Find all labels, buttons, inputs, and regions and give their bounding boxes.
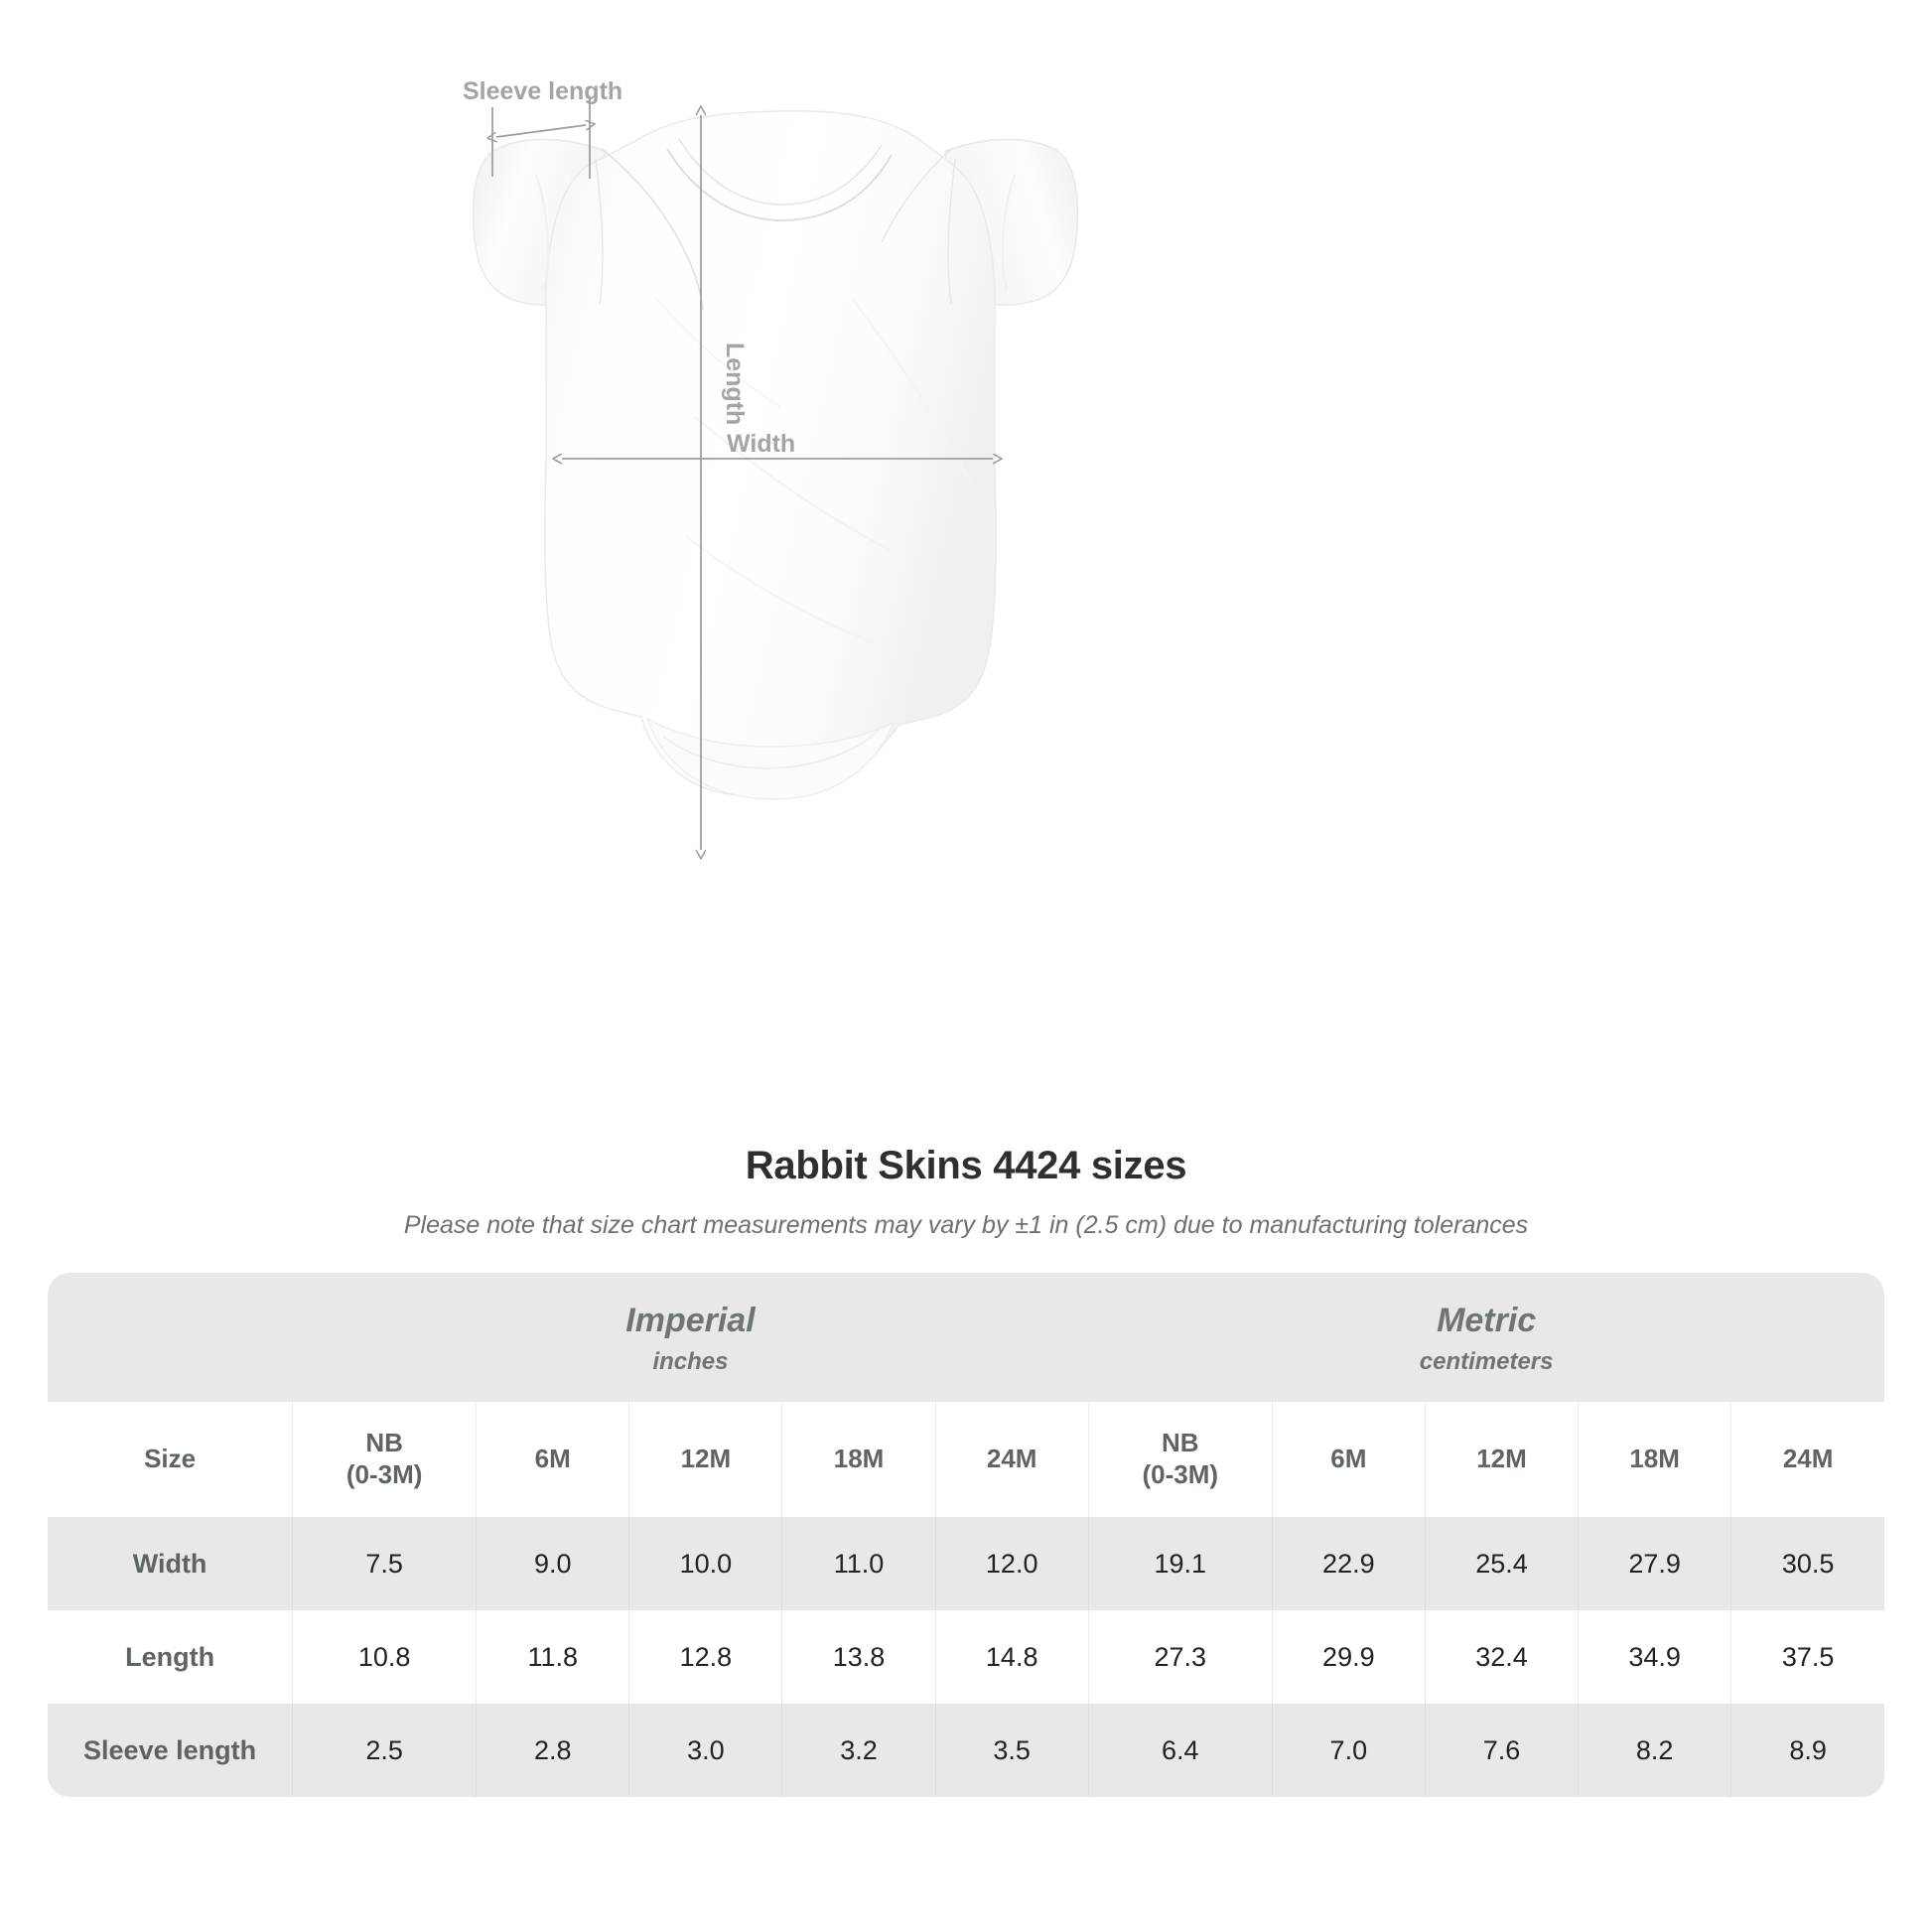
cell-value: 2.5	[292, 1704, 477, 1797]
width-label: Width	[727, 430, 795, 458]
cell-value: 7.0	[1271, 1704, 1426, 1797]
metric-banner: Metric centimeters	[1088, 1273, 1884, 1402]
bodysuit-diagram: Sleeve length Length Width	[463, 77, 1079, 1102]
neck-ribbing-outer	[666, 148, 893, 221]
header-metric-12m: 12M	[1424, 1402, 1579, 1517]
left-armhole-seam	[595, 158, 604, 305]
garment-illustration: Sleeve length Length Width	[463, 77, 1079, 1102]
banner-spacer	[48, 1273, 293, 1402]
row-label: Sleeve length	[48, 1704, 293, 1797]
cell-value: 7.5	[292, 1517, 477, 1610]
imperial-unit-label: inches	[652, 1348, 729, 1376]
fabric-fold-3	[654, 297, 781, 408]
header-metric-24m: 24M	[1730, 1402, 1884, 1517]
imperial-system-label: Imperial	[625, 1302, 756, 1340]
cell-value: 29.9	[1271, 1610, 1426, 1704]
cell-value: 25.4	[1424, 1517, 1579, 1610]
unit-banner-row: Imperial inches Metric centimeters	[48, 1273, 1884, 1402]
sleeve-fold-left	[535, 174, 550, 291]
cell-value: 10.8	[292, 1610, 477, 1704]
cell-value: 7.6	[1424, 1704, 1579, 1797]
header-metric-18m: 18M	[1578, 1402, 1731, 1517]
header-metric-nb: NB (0-3M)	[1087, 1402, 1273, 1517]
fabric-fold-2	[684, 535, 914, 658]
header-nb-line2-metric: (0-3M)	[1142, 1459, 1219, 1489]
header-imperial-18m: 18M	[781, 1402, 936, 1517]
metric-system-label: Metric	[1437, 1302, 1537, 1340]
cell-value: 13.8	[781, 1610, 936, 1704]
cell-value: 3.2	[781, 1704, 936, 1797]
sleeve-fold-right	[1001, 174, 1016, 291]
cell-value: 11.8	[476, 1610, 629, 1704]
row-label: Length	[48, 1610, 293, 1704]
row-label: Width	[48, 1517, 293, 1610]
tolerance-note: Please note that size chart measurements…	[403, 1211, 1529, 1239]
title-block: Rabbit Skins 4424 sizes Please note that…	[0, 1142, 1932, 1242]
fabric-fold-1	[694, 416, 895, 553]
cell-value: 12.8	[628, 1610, 782, 1704]
header-nb-line1: NB	[365, 1428, 403, 1458]
header-nb-line2: (0-3M)	[345, 1459, 423, 1489]
header-imperial-6m: 6M	[476, 1402, 629, 1517]
cell-value: 8.2	[1578, 1704, 1731, 1797]
garment-body	[472, 110, 1079, 800]
dimension-lines	[492, 97, 993, 850]
metric-unit-label: centimeters	[1419, 1348, 1554, 1376]
snap-gusset	[645, 717, 896, 800]
page-title: Rabbit Skins 4424 sizes	[745, 1144, 1187, 1187]
cell-value: 34.9	[1578, 1610, 1731, 1704]
cell-value: 12.0	[934, 1517, 1089, 1610]
size-table: Imperial inches Metric centimeters Size …	[48, 1273, 1884, 1797]
header-metric-6m: 6M	[1271, 1402, 1426, 1517]
sleeve-length-arrow	[496, 125, 586, 137]
right-shoulder-seam	[881, 148, 952, 243]
size-header-row: Size NB (0-3M) 6M 12M 18M 24M NB (0-3M) …	[48, 1402, 1884, 1517]
torso	[544, 110, 997, 797]
cell-value: 10.0	[628, 1517, 782, 1610]
length-label: Length	[721, 343, 749, 425]
header-imperial-24m: 24M	[934, 1402, 1089, 1517]
header-size: Size	[48, 1402, 293, 1517]
cell-value: 30.5	[1730, 1517, 1884, 1610]
cell-value: 27.3	[1087, 1610, 1273, 1704]
cell-value: 11.0	[781, 1517, 936, 1610]
header-imperial-12m: 12M	[628, 1402, 782, 1517]
header-imperial-nb: NB (0-3M)	[292, 1402, 477, 1517]
table-row: Length 10.8 11.8 12.8 13.8 14.8 27.3 29.…	[48, 1610, 1884, 1704]
cell-value: 27.9	[1578, 1517, 1731, 1610]
sleeve-length-label: Sleeve length	[463, 77, 622, 105]
size-table-container: Imperial inches Metric centimeters Size …	[48, 1273, 1884, 1797]
cell-value: 3.5	[934, 1704, 1089, 1797]
cell-value: 37.5	[1730, 1610, 1884, 1704]
right-armhole-seam	[947, 158, 956, 305]
cell-value: 2.8	[476, 1704, 629, 1797]
cell-value: 19.1	[1087, 1517, 1273, 1610]
imperial-banner: Imperial inches	[292, 1273, 1089, 1402]
cell-value: 22.9	[1271, 1517, 1426, 1610]
cell-value: 6.4	[1087, 1704, 1273, 1797]
header-nb-line1-metric: NB	[1161, 1428, 1199, 1458]
cell-value: 9.0	[476, 1517, 629, 1610]
cell-value: 14.8	[934, 1610, 1089, 1704]
cell-value: 3.0	[628, 1704, 782, 1797]
table-row: Sleeve length 2.5 2.8 3.0 3.2 3.5 6.4 7.…	[48, 1704, 1884, 1797]
cell-value: 32.4	[1424, 1610, 1579, 1704]
cell-value: 8.9	[1730, 1704, 1884, 1797]
table-row: Width 7.5 9.0 10.0 11.0 12.0 19.1 22.9 2…	[48, 1517, 1884, 1610]
